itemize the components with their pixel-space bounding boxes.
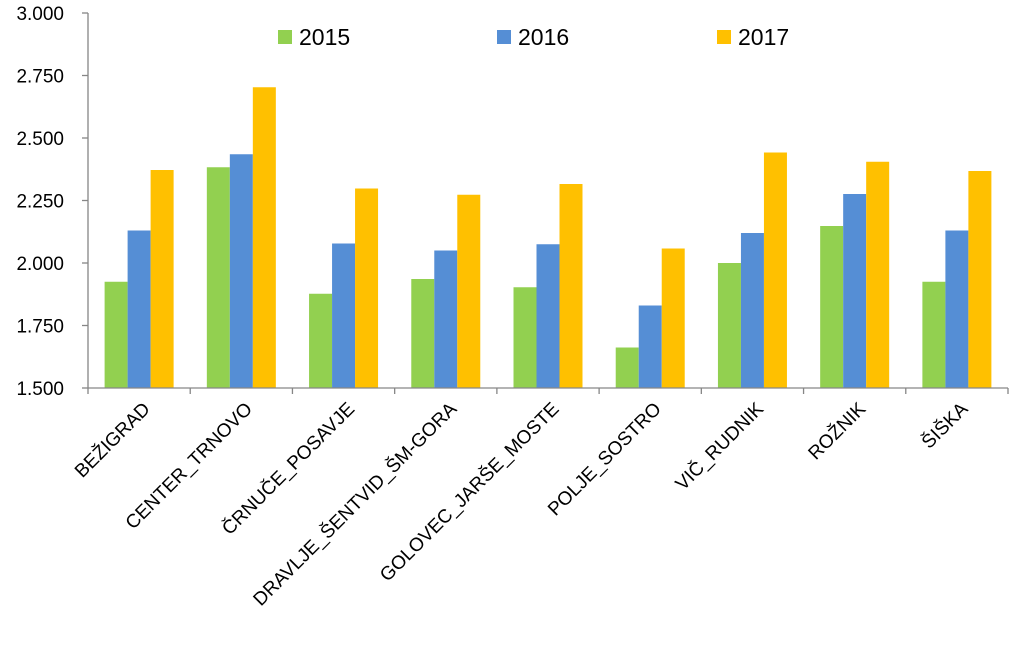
bar-2016-6 — [740, 233, 764, 388]
bar-2015-5 — [615, 347, 639, 388]
legend-swatch-2015 — [278, 30, 292, 44]
legend: 2015 2016 2017 — [278, 24, 789, 50]
legend-label-2017: 2017 — [738, 24, 789, 50]
x-tick-labels: BEŽIGRADCENTER_TRNOVOČRNUČE_POSAVJEDRAVL… — [70, 398, 972, 611]
y-tick-labels: 1.500 1.750 2.000 2.250 2.500 2.750 3.000 — [16, 4, 64, 400]
bar-2017-0 — [150, 170, 174, 388]
axes-layer — [82, 12, 1009, 394]
bar-2016-0 — [127, 230, 151, 388]
x-tick-label: VIČ_RUDNIK — [671, 398, 768, 495]
bar-2017-8 — [968, 171, 992, 388]
x-tick-label: GOLOVEC_JARŠE_MOSTE — [376, 398, 564, 586]
y-tick-label: 1.750 — [16, 317, 64, 338]
legend-swatch-2017 — [717, 30, 731, 44]
bar-2015-8 — [922, 281, 946, 388]
bar-2017-5 — [661, 248, 685, 388]
bar-2016-3 — [434, 250, 458, 388]
bar-2017-3 — [457, 194, 481, 388]
legend-swatch-2016 — [497, 30, 511, 44]
bar-2017-7 — [866, 161, 890, 388]
bar-2016-7 — [843, 194, 867, 388]
x-tick-label: DRAVLJE_ŠENTVID_ŠM-GORA — [249, 398, 462, 611]
legend-label-2015: 2015 — [299, 24, 350, 50]
bar-2017-2 — [355, 188, 379, 388]
y-tick-label: 2.000 — [16, 254, 64, 275]
bar-2015-0 — [104, 281, 128, 388]
y-tick-label: 2.500 — [16, 129, 64, 150]
bar-2015-3 — [411, 279, 435, 388]
y-tick-label: 2.250 — [16, 192, 64, 213]
x-tick-label: ROŽNIK — [804, 398, 871, 465]
y-tick-label: 2.750 — [16, 67, 64, 88]
bar-2017-4 — [559, 184, 583, 388]
bar-2015-7 — [820, 226, 844, 388]
bar-2016-2 — [332, 243, 356, 388]
x-tick-label: POLJE_SOSTRO — [544, 399, 666, 521]
bar-2017-6 — [763, 152, 787, 388]
bars-layer — [104, 87, 992, 388]
bar-2016-4 — [536, 244, 560, 388]
bar-2016-1 — [229, 154, 253, 388]
y-tick-label: 1.500 — [16, 379, 64, 400]
x-tick-label: BEŽIGRAD — [70, 398, 154, 482]
bar-2015-1 — [206, 167, 230, 388]
bar-2016-5 — [638, 305, 662, 388]
bar-2015-6 — [717, 263, 741, 388]
legend-label-2016: 2016 — [518, 24, 569, 50]
bar-2015-4 — [513, 287, 537, 388]
x-tick-label: ŠIŠKA — [917, 398, 972, 453]
bar-2017-1 — [252, 87, 276, 388]
bar-2016-8 — [945, 230, 969, 388]
bar-2015-2 — [309, 293, 333, 388]
y-tick-label: 3.000 — [16, 4, 64, 25]
